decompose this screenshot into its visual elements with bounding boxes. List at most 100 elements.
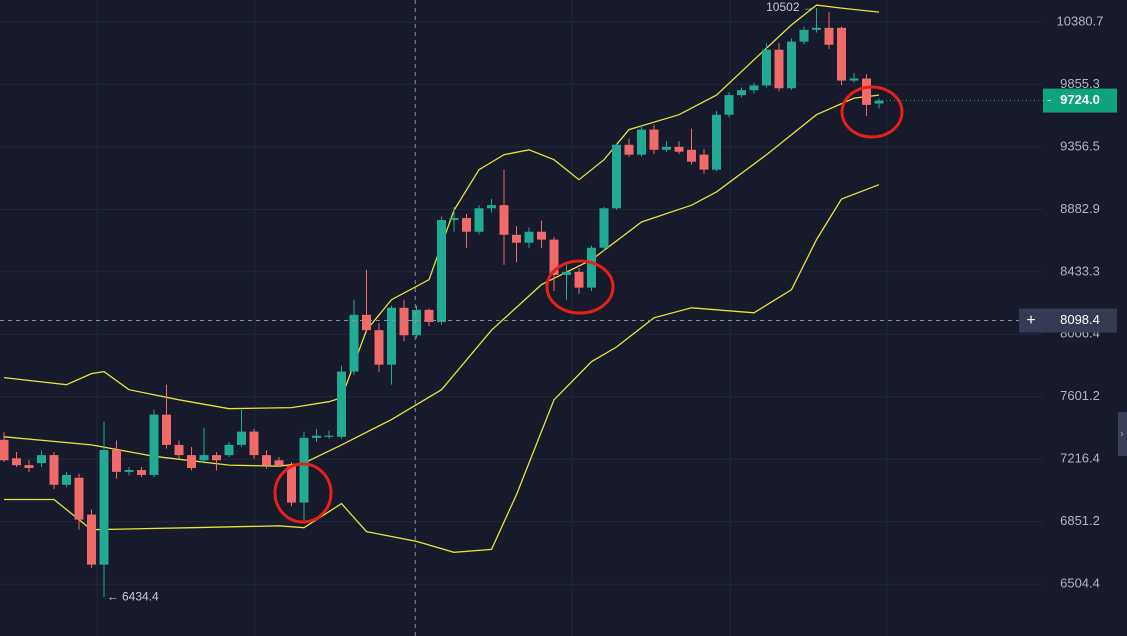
candle-body [74, 477, 84, 520]
bollinger-band [3, 94, 880, 467]
candle-body [349, 314, 359, 372]
candle-body [187, 455, 196, 468]
candle-body [299, 437, 309, 503]
price-label: 9724.0 [1060, 92, 1100, 107]
price-label-box [1043, 88, 1117, 113]
candle-body [799, 29, 809, 42]
candle-body [624, 144, 634, 155]
price-label-dash: - [1047, 92, 1051, 107]
candle-body [699, 154, 709, 170]
candle-body [62, 474, 71, 485]
y-tick-label: 7601.2 [1060, 388, 1100, 403]
candle-body [249, 431, 259, 456]
candle-body [274, 460, 284, 466]
candle-body [837, 27, 846, 81]
y-tick-label: 8433.3 [1060, 263, 1100, 278]
candle-body [774, 49, 784, 89]
candle-body [474, 208, 484, 232]
high-marker-arrow: → [803, 0, 815, 14]
y-tick-label: 6504.4 [1060, 576, 1100, 591]
candle-body [512, 234, 521, 243]
candle-body [637, 129, 646, 155]
candle-body [662, 146, 671, 150]
crosshair-plus-box[interactable] [1019, 308, 1043, 333]
candle-body [649, 129, 659, 150]
candle-body [549, 239, 559, 275]
candle-body [437, 220, 446, 322]
candle-body [174, 444, 184, 456]
highlight-circle [840, 85, 904, 139]
candle-body [487, 205, 496, 209]
candle-body [287, 465, 296, 503]
candle-body [562, 271, 571, 275]
candle-body [199, 455, 209, 461]
crosshair-label-box [1043, 308, 1117, 333]
candle-body [499, 205, 509, 235]
grid [0, 0, 1043, 636]
y-tick-label: 6851.2 [1060, 513, 1100, 528]
candle-body [224, 444, 234, 456]
y-tick-label: 10380.7 [1057, 13, 1104, 28]
high-marker-label: 10502 [766, 0, 800, 14]
candle-body [162, 414, 171, 445]
plot [0, 4, 884, 598]
candle-body [574, 271, 584, 288]
candle-body [399, 307, 409, 336]
candle-body [862, 78, 871, 105]
crosshair-label: 8098.4 [1060, 312, 1100, 327]
y-tick-label: 7216.4 [1060, 451, 1100, 466]
candle-body [137, 470, 146, 475]
candle-body [849, 78, 859, 81]
candle-body [424, 309, 434, 322]
candle-body [212, 455, 221, 461]
candle-body [87, 514, 96, 565]
y-tick-label: 9855.3 [1060, 76, 1100, 91]
side-tab-arrow: › [1120, 429, 1123, 440]
candle-body [524, 231, 534, 243]
bollinger-band [3, 4, 880, 410]
y-tick-label: 9356.5 [1060, 138, 1100, 153]
candle-body [112, 450, 121, 472]
candle-body [412, 309, 421, 336]
candle-body [149, 414, 159, 475]
candle-body [537, 231, 546, 240]
candle-body [237, 431, 246, 445]
candle-body [24, 465, 34, 468]
highlight-circle [545, 259, 615, 315]
low-marker-label: 6434.4 [122, 589, 159, 603]
candle-body [674, 146, 684, 152]
candle-body [612, 144, 621, 209]
candle-body [449, 218, 459, 221]
candle-body [749, 85, 759, 91]
candle-body [49, 455, 59, 485]
candle-body [824, 27, 834, 45]
low-marker-arrow: ← [107, 589, 119, 603]
candle-body [124, 470, 134, 472]
candle-body [462, 218, 471, 232]
candle-body [312, 435, 321, 438]
candle-body [99, 450, 109, 565]
candle-body [337, 371, 346, 437]
candle-body [37, 455, 46, 464]
candle-body [0, 439, 9, 461]
bollinger-band [4, 184, 880, 553]
candle-body [374, 330, 384, 365]
crosshair-plus: + [1026, 312, 1035, 329]
candle-body [874, 100, 884, 104]
side-tab[interactable] [1118, 412, 1127, 456]
candle-body [362, 314, 371, 331]
y-tick-label: 8882.9 [1060, 201, 1100, 216]
highlight-circle [273, 462, 333, 524]
candle-body [599, 208, 609, 248]
candle-body [724, 95, 734, 115]
candle-body [387, 307, 396, 365]
candle-body [324, 435, 334, 437]
candle-body [787, 41, 796, 89]
candle-body [712, 114, 721, 170]
candle-body [262, 455, 271, 466]
overlay: 10502 → ← 6434.4 [0, 0, 1043, 636]
candle-body [762, 49, 771, 86]
